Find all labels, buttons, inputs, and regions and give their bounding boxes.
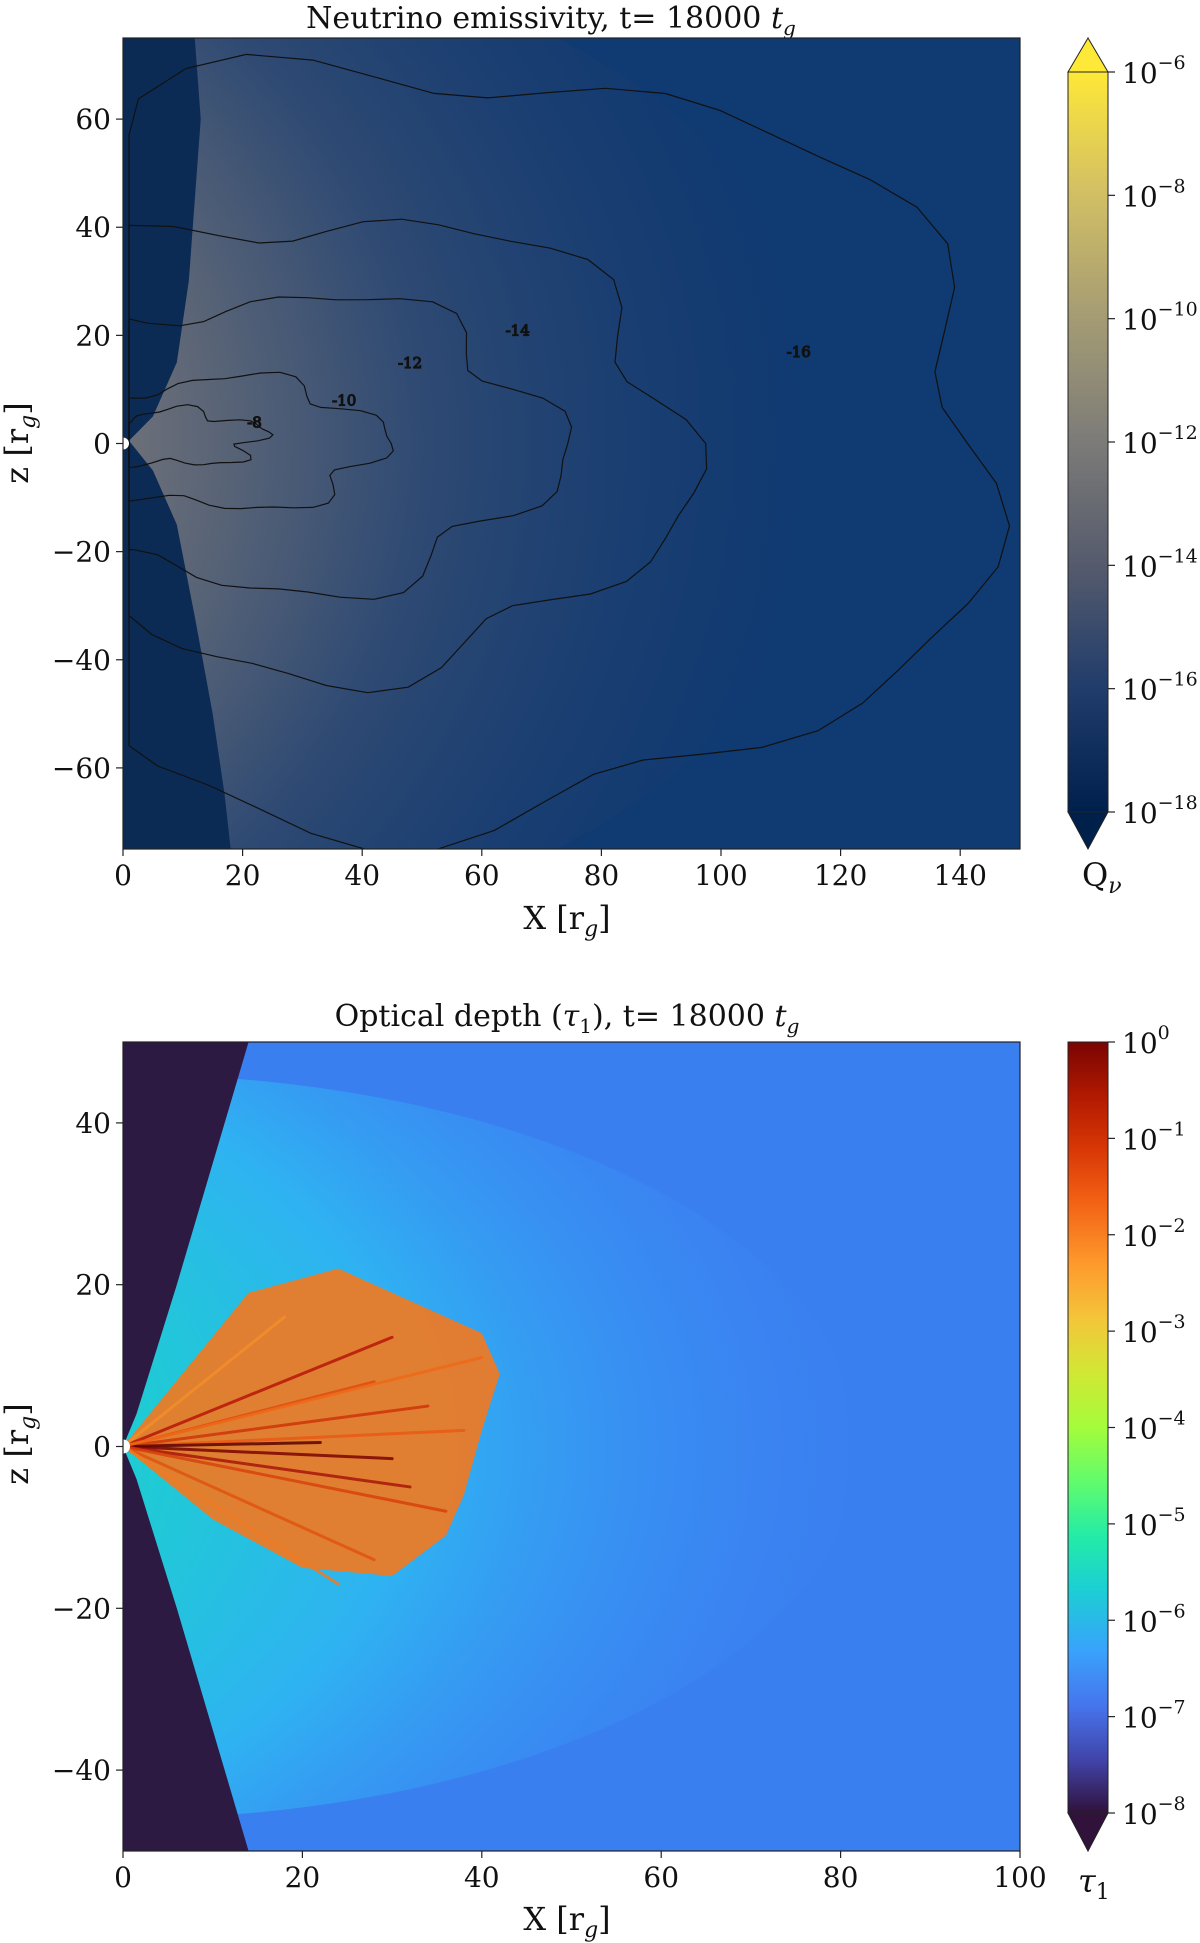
- emissivity-colorbar-gradient: [1068, 72, 1108, 812]
- x-tick-label: 80: [584, 859, 620, 892]
- ray: [123, 1440, 322, 1448]
- emissivity-colorbar-ticks: 10−6 10−8 10−10 10−12 10−14 10−16 10−18: [1108, 52, 1198, 830]
- optical-depth-glow: [123, 1074, 859, 1819]
- x-tick-label: 60: [643, 1861, 679, 1894]
- y-tick-label: −20: [52, 536, 111, 569]
- y-tick-label: 0: [93, 428, 111, 461]
- emissivity-heatmap: -8 -10 -12 -14 -16: [123, 38, 1020, 849]
- x-tick-label: 0: [114, 1861, 132, 1894]
- ray: [123, 1445, 340, 1586]
- optical-depth-colorbar-label: τ1: [1078, 1862, 1110, 1905]
- emissivity-colorbar-extend-max: [1067, 37, 1109, 73]
- optical-depth-funnel: [123, 1042, 249, 1851]
- x-tick-label: 60: [464, 859, 500, 892]
- y-tick-label: 20: [75, 319, 111, 352]
- x-tick-label: 20: [225, 859, 261, 892]
- optical-depth-x-ticks: 0 20 40 60 80 100: [114, 1851, 1047, 1894]
- ray: [123, 1428, 466, 1448]
- emissivity-colorbar-label: Qν: [1082, 856, 1122, 899]
- emissivity-colorbar-extend-min: [1067, 811, 1109, 851]
- colorbar-tick-label: 10−5: [1122, 1504, 1186, 1542]
- x-tick-label: 40: [344, 859, 380, 892]
- colorbar-tick-label: 10−7: [1122, 1697, 1186, 1735]
- y-tick-label: −40: [52, 644, 111, 677]
- colorbar-tick-label: 10−14: [1122, 545, 1198, 583]
- colorbar-tick-label: 10−8: [1122, 1793, 1186, 1831]
- y-tick-label: −20: [52, 1592, 111, 1625]
- ray: [123, 1335, 394, 1448]
- colorbar-tick-label: 10−2: [1122, 1215, 1186, 1253]
- ray: [123, 1315, 286, 1448]
- ray: [123, 1445, 394, 1461]
- colorbar-tick-label: 10−6: [1122, 1600, 1186, 1638]
- contour-label: -14: [506, 321, 530, 339]
- emissivity-y-label: z [rg]: [0, 402, 41, 483]
- x-tick-label: 40: [464, 1861, 500, 1894]
- colorbar-tick-label: 10−12: [1122, 422, 1198, 460]
- emissivity-panel: Neutrino emissivity, t= 18000 tg -8 -10 -1…: [0, 1, 1198, 942]
- emissivity-colorbar: 10−6 10−8 10−10 10−12 10−14 10−16 10−18 Qν: [1067, 37, 1198, 899]
- y-tick-label: 60: [75, 103, 111, 136]
- colorbar-tick-label: 10−16: [1122, 669, 1198, 707]
- optical-depth-colorbar-ticks: 100 10−1 10−2 10−3 10−4 10−5 10−6 10−7 10−8: [1108, 1022, 1186, 1831]
- contour-label: -8: [247, 413, 262, 431]
- emissivity-x-ticks: 0 20 40 60 80 100 120 140: [114, 849, 987, 892]
- optical-depth-x-label: X [rg]: [523, 1900, 610, 1943]
- x-tick-label: 80: [823, 1861, 859, 1894]
- colorbar-tick-label: 100: [1122, 1022, 1170, 1060]
- optical-depth-y-label: z [rg]: [0, 1403, 41, 1484]
- ray: [123, 1356, 484, 1448]
- optical-depth-colorbar-gradient: [1068, 1042, 1108, 1813]
- emissivity-glow: [123, 38, 851, 849]
- optical-depth-colorbar: 100 10−1 10−2 10−3 10−4 10−5 10−6 10−7 10−8 τ1: [1067, 1022, 1186, 1905]
- x-tick-label: 0: [114, 859, 132, 892]
- emissivity-title: Neutrino emissivity, t= 18000 tg: [306, 1, 796, 40]
- ray: [123, 1445, 376, 1562]
- y-tick-label: −60: [52, 752, 111, 785]
- optical-depth-title: Optical depth (τ1), t= 18000 tg: [335, 999, 800, 1038]
- ray: [123, 1404, 430, 1448]
- emissivity-y-ticks: 60 40 20 0 −20 −40 −60: [52, 103, 123, 785]
- colorbar-tick-label: 10−18: [1122, 792, 1198, 830]
- x-tick-label: 100: [694, 859, 747, 892]
- colorbar-tick-label: 10−4: [1122, 1408, 1186, 1446]
- contour-label: -16: [787, 343, 811, 361]
- black-hole-marker: [123, 437, 129, 450]
- ray: [123, 1445, 448, 1513]
- colorbar-tick-label: 10−1: [1122, 1118, 1186, 1156]
- y-tick-label: 0: [93, 1431, 111, 1464]
- colorbar-tick-label: 10−10: [1122, 299, 1198, 337]
- x-tick-label: 140: [933, 859, 986, 892]
- black-hole-marker: [123, 1439, 130, 1454]
- y-tick-label: −40: [52, 1754, 111, 1787]
- y-tick-label: 20: [75, 1269, 111, 1302]
- emissivity-funnel: [123, 38, 231, 849]
- ray: [123, 1445, 412, 1489]
- optical-depth-y-ticks: 40 20 0 −20 −40: [52, 1107, 123, 1787]
- x-tick-label: 20: [285, 1861, 321, 1894]
- optical-depth-colorbar-extend-min: [1067, 1812, 1109, 1853]
- optical-depth-rays: [123, 1315, 484, 1586]
- optical-depth-heatmap: [123, 1042, 1020, 1851]
- x-tick-label: 120: [814, 859, 867, 892]
- optical-depth-panel: Optical depth (τ1), t= 18000 tg 0 20 40 60 8…: [0, 999, 1186, 1943]
- colorbar-tick-label: 10−6: [1122, 52, 1186, 90]
- y-tick-label: 40: [75, 211, 111, 244]
- y-tick-label: 40: [75, 1107, 111, 1140]
- contour-label: -10: [332, 392, 356, 410]
- emissivity-x-label: X [rg]: [523, 899, 610, 942]
- contour-label: -12: [398, 354, 422, 372]
- x-tick-label: 100: [993, 1861, 1046, 1894]
- colorbar-tick-label: 10−3: [1122, 1311, 1186, 1349]
- colorbar-tick-label: 10−8: [1122, 175, 1186, 213]
